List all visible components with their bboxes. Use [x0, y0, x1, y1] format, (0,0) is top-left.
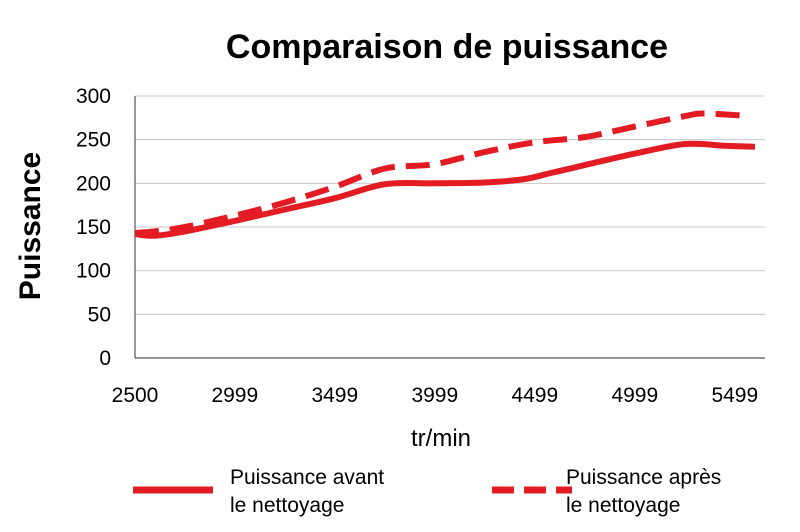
series-line-before-cleaning	[134, 140, 756, 239]
y-tick-label: 50	[88, 303, 111, 326]
x-tick-label: 3499	[311, 384, 358, 407]
y-tick-label: 300	[76, 85, 111, 108]
legend-label: le nettoyage	[230, 494, 344, 517]
y-tick-label: 200	[76, 172, 111, 195]
y-tick-label: 150	[76, 216, 111, 239]
y-tick-label: 0	[99, 347, 111, 370]
y-axis-ticks: 0 50 100 150 200 250 300	[76, 85, 111, 370]
legend-label: Puissance avant	[230, 466, 384, 489]
x-axis-ticks: 2500 2999 3499 3999 4499 4999 5499	[112, 384, 759, 407]
chart-title: Comparaison de puissance	[226, 28, 668, 66]
x-tick-label: 4999	[611, 384, 658, 407]
x-tick-label: 2999	[211, 384, 258, 407]
legend-label: Puissance après	[566, 466, 721, 489]
x-tick-label: 5499	[711, 384, 758, 407]
y-tick-label: 100	[76, 260, 111, 283]
x-tick-label: 4499	[511, 384, 558, 407]
y-tick-label: 250	[76, 129, 111, 152]
x-tick-label: 3999	[411, 384, 458, 407]
grid-lines	[134, 95, 765, 359]
legend: Puissance avant le nettoyage Puissance apr…	[133, 466, 721, 517]
y-axis-label: Puissance	[14, 152, 47, 300]
x-axis-label: tr/min	[411, 425, 471, 452]
series-lines	[134, 110, 756, 239]
legend-label: le nettoyage	[566, 494, 680, 517]
x-tick-label: 2500	[112, 384, 159, 407]
series-line-after-cleaning	[134, 110, 751, 237]
